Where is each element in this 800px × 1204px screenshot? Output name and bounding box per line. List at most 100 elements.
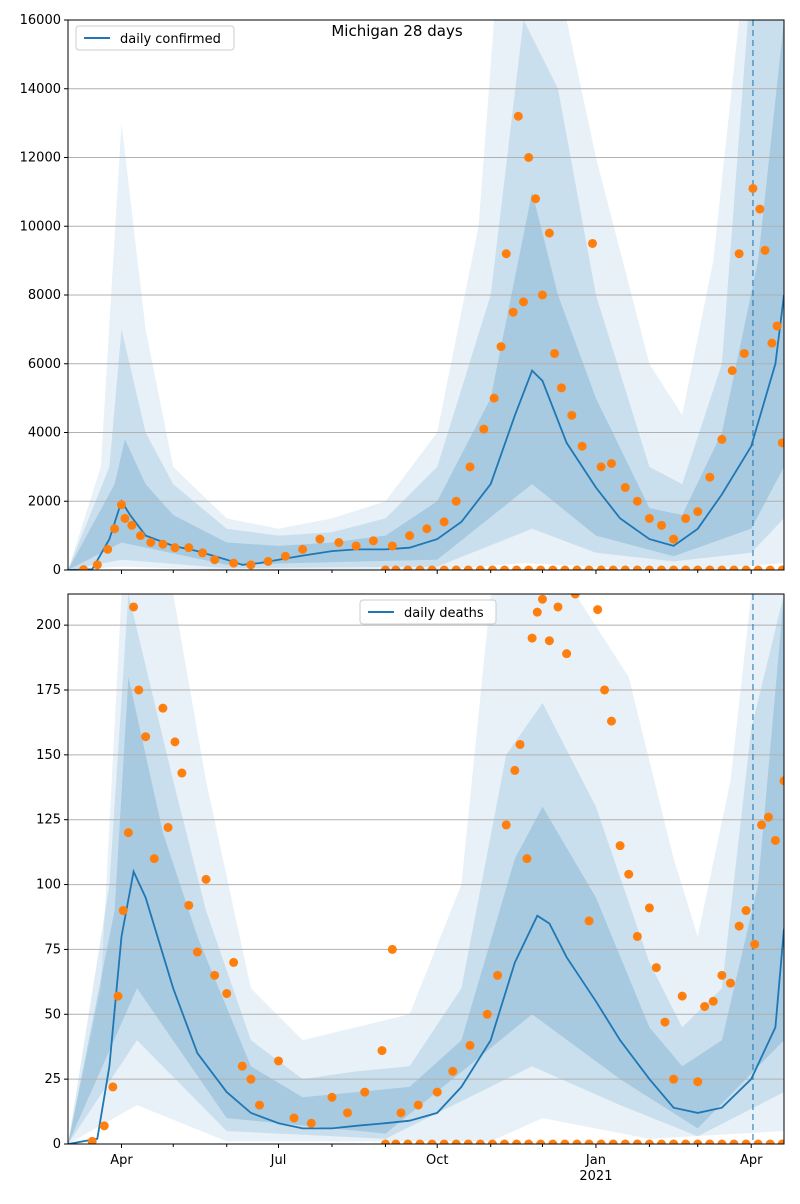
x-tick-label: Apr — [110, 1153, 133, 1168]
data-point — [99, 1121, 109, 1131]
data-point — [146, 538, 156, 547]
confirmed-panel: 0 2000 4000 6000 8000 10000 12000 14000 16000 dai… — [20, 13, 785, 578]
data-point — [510, 765, 520, 775]
data-point — [705, 565, 715, 570]
data-point — [548, 1139, 558, 1144]
data-point — [741, 906, 751, 916]
data-point — [403, 1139, 413, 1144]
data-point — [184, 543, 194, 553]
data-point — [531, 194, 541, 204]
data-point — [513, 111, 523, 121]
data-point — [677, 991, 687, 1001]
y-tick-label: 6000 — [28, 357, 61, 372]
data-point — [734, 249, 744, 259]
series-line — [68, 868, 784, 1144]
data-point — [669, 534, 679, 544]
legend: daily confirmed — [75, 25, 235, 51]
data-point — [451, 496, 461, 506]
data-point — [750, 939, 760, 949]
data-point — [765, 1139, 775, 1144]
data-point — [615, 841, 625, 851]
y-tick-label: 0 — [53, 563, 61, 578]
data-point — [135, 531, 145, 541]
legend: daily deaths — [359, 599, 497, 625]
data-point — [700, 1002, 710, 1011]
data-point — [465, 462, 475, 472]
data-point — [632, 1139, 642, 1144]
data-point — [608, 565, 618, 570]
data-point — [246, 560, 256, 570]
data-point — [489, 393, 499, 403]
x-tick-label: Oct — [426, 1153, 448, 1168]
legend-label: daily deaths — [404, 606, 484, 621]
data-point — [92, 560, 102, 570]
data-point — [79, 565, 89, 570]
data-point — [757, 820, 767, 830]
data-point — [482, 1009, 492, 1019]
data-point — [427, 565, 437, 570]
data-point — [522, 854, 532, 864]
data-point — [693, 1139, 703, 1144]
data-point — [134, 685, 144, 695]
data-point — [342, 1108, 352, 1118]
y-tick-label: 25 — [44, 1072, 61, 1087]
data-point — [755, 204, 765, 214]
data-point — [770, 835, 780, 845]
data-point — [396, 1108, 406, 1118]
data-point — [536, 565, 546, 570]
data-point — [141, 732, 151, 742]
data-point — [572, 565, 582, 570]
data-point — [651, 963, 661, 973]
data-point — [351, 541, 361, 551]
data-point — [556, 383, 566, 393]
data-point — [246, 1074, 256, 1084]
data-point — [524, 153, 534, 162]
data-point — [729, 565, 739, 570]
data-point — [487, 565, 497, 570]
data-point — [763, 812, 773, 822]
data-point — [705, 1139, 715, 1144]
uncertainty-band-outer — [68, 594, 784, 1144]
data-point — [767, 338, 777, 348]
y-tick-label: 150 — [36, 748, 61, 763]
data-point — [387, 944, 397, 954]
data-point — [149, 854, 159, 864]
data-point — [777, 438, 784, 448]
data-point — [391, 1139, 401, 1144]
data-point — [500, 1139, 509, 1144]
data-point — [772, 321, 782, 331]
data-point — [439, 565, 449, 570]
data-point — [508, 307, 518, 317]
data-point — [527, 633, 537, 643]
data-point — [657, 565, 667, 570]
data-point — [237, 1061, 247, 1071]
data-point — [479, 424, 489, 434]
data-point — [524, 1139, 534, 1144]
data-point — [501, 249, 511, 259]
data-point — [681, 1139, 691, 1144]
data-point — [222, 989, 232, 999]
data-point — [334, 538, 344, 547]
data-point — [548, 565, 558, 570]
data-point — [263, 556, 273, 566]
legend-box — [359, 599, 497, 625]
data-point — [129, 602, 139, 612]
data-point — [584, 1139, 594, 1144]
data-point — [170, 543, 180, 553]
data-point — [368, 536, 378, 546]
data-point — [103, 544, 113, 554]
data-point — [587, 238, 597, 248]
data-point — [632, 931, 642, 941]
data-point — [255, 1100, 265, 1110]
plot-area — [68, 594, 784, 1144]
data-point — [620, 1139, 630, 1144]
data-point — [777, 565, 784, 570]
data-point — [606, 716, 616, 726]
data-point — [606, 458, 616, 468]
y-tick-label: 4000 — [28, 426, 61, 441]
data-point — [544, 636, 554, 646]
x-tick-label: Apr — [740, 1153, 763, 1168]
y-tick-label: 12000 — [20, 151, 61, 166]
data-point — [779, 776, 784, 786]
